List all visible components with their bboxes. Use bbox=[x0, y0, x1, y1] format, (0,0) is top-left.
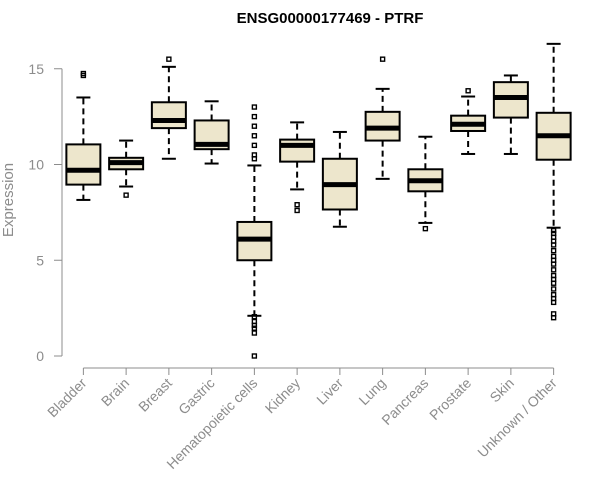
outlier-point bbox=[550, 227, 557, 234]
iqr-box bbox=[65, 143, 102, 186]
outlier-point bbox=[251, 325, 258, 331]
outlier-point bbox=[251, 318, 258, 325]
outlier-point bbox=[422, 225, 429, 232]
box-pancreas bbox=[407, 135, 444, 232]
outlier-point bbox=[550, 247, 557, 254]
outlier-point bbox=[550, 230, 557, 237]
x-tick-label: Liver bbox=[313, 375, 346, 408]
x-tick-label: Kidney bbox=[262, 375, 304, 417]
box-breast bbox=[150, 56, 187, 160]
y-tick-label: 15 bbox=[28, 61, 44, 77]
y-tick-label: 0 bbox=[36, 348, 44, 364]
outlier-point bbox=[550, 292, 557, 298]
outlier-point bbox=[251, 330, 258, 336]
outlier-point bbox=[251, 314, 258, 320]
iqr-box bbox=[150, 101, 187, 130]
x-tick-label: Skin bbox=[486, 375, 517, 406]
x-tick-label: Breast bbox=[135, 375, 175, 415]
x-tick-label: Bladder bbox=[44, 375, 90, 421]
outlier-point bbox=[294, 202, 300, 208]
outlier-point bbox=[251, 113, 258, 120]
box-liver bbox=[321, 130, 358, 228]
outlier-point bbox=[550, 286, 557, 292]
outlier-point bbox=[251, 353, 258, 359]
box-skin bbox=[492, 74, 529, 155]
outlier-point bbox=[294, 207, 300, 214]
outlier-point bbox=[166, 56, 172, 62]
outlier-point bbox=[251, 123, 258, 129]
x-tick-label: Lung bbox=[355, 375, 388, 408]
outlier-point bbox=[251, 142, 258, 149]
box-gastric bbox=[193, 100, 230, 165]
box-series bbox=[65, 42, 572, 359]
chart-title: ENSG00000177469 - PTRF bbox=[237, 10, 424, 27]
box-bladder bbox=[65, 70, 102, 201]
box-lung bbox=[364, 56, 401, 180]
outlier-point bbox=[123, 192, 129, 198]
y-axis: 0 5 10 15 bbox=[28, 61, 63, 364]
box-hematopoietic-cells bbox=[236, 104, 273, 359]
outlier-point bbox=[251, 133, 258, 139]
outlier-point bbox=[465, 88, 471, 94]
box-brain bbox=[108, 139, 145, 198]
outlier-point bbox=[550, 272, 557, 279]
outlier-point bbox=[550, 253, 557, 260]
outlier-point bbox=[251, 152, 258, 158]
box-unknown-other bbox=[535, 42, 572, 321]
outlier-point bbox=[550, 267, 557, 273]
x-tick-label: Prostate bbox=[426, 375, 474, 423]
box-kidney bbox=[279, 121, 316, 214]
x-tick-label: Brain bbox=[98, 375, 132, 409]
y-tick-label: 10 bbox=[28, 157, 44, 173]
box-prostate bbox=[450, 88, 487, 155]
x-tick-label: Gastric bbox=[175, 375, 218, 418]
x-tick-label: Unknown / Other bbox=[474, 375, 560, 461]
outlier-point bbox=[550, 311, 557, 317]
x-tick-label: Pancreas bbox=[378, 375, 431, 428]
outlier-point bbox=[379, 56, 386, 62]
y-tick-label: 5 bbox=[36, 252, 44, 268]
y-axis-label: Expression bbox=[0, 163, 17, 237]
outlier-point bbox=[251, 104, 258, 110]
outlier-point bbox=[80, 70, 87, 77]
